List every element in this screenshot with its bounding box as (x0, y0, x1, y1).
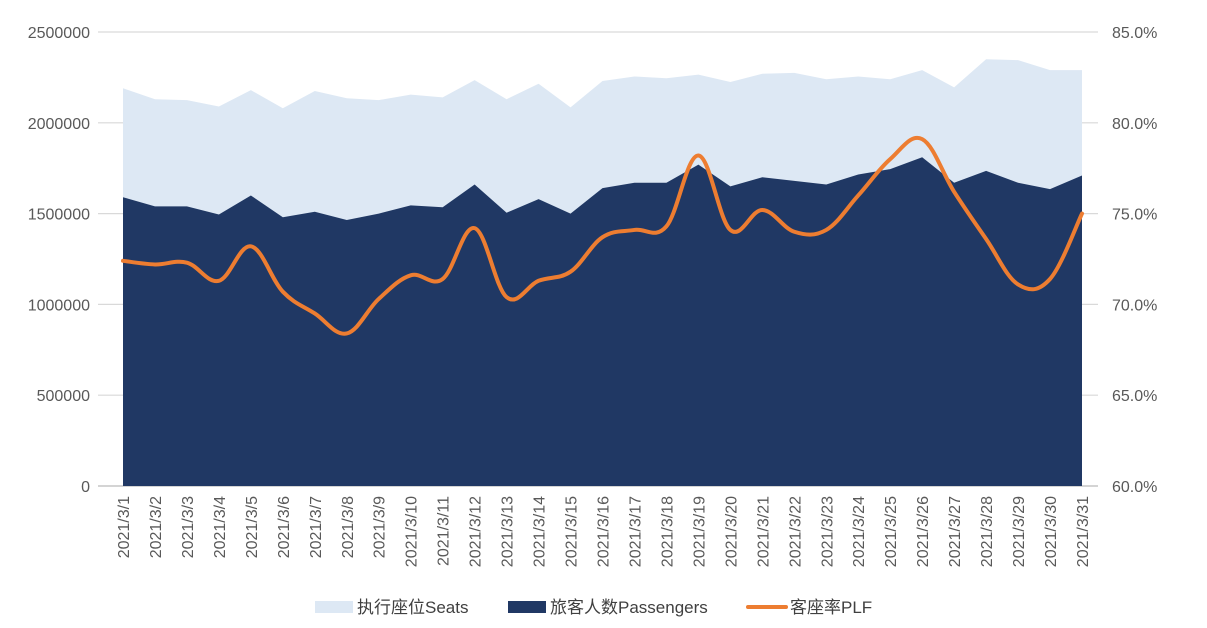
x-axis-tick-label: 2021/3/12 (468, 496, 485, 567)
x-axis-tick-label: 2021/3/5 (244, 496, 261, 558)
legend-swatch (508, 601, 546, 613)
x-axis-tick-label: 2021/3/15 (564, 496, 581, 567)
x-axis-tick-label: 2021/3/14 (532, 496, 549, 567)
left-axis-tick-label: 500000 (37, 388, 90, 405)
line-series-group (121, 135, 1084, 336)
left-axis-tick-label: 0 (81, 479, 90, 496)
x-axis-tick-label: 2021/3/4 (212, 496, 229, 558)
line-series (121, 135, 1084, 336)
x-axis-tick-label: 2021/3/28 (979, 496, 996, 567)
x-axis-tick-label: 2021/3/17 (627, 496, 644, 567)
legend-label: 旅客人数Passengers (550, 598, 708, 617)
legend-swatch (315, 601, 353, 613)
right-axis-tick-label: 80.0% (1112, 116, 1157, 133)
x-axis-tick-label: 2021/3/10 (404, 496, 421, 567)
right-axis-tick-label: 70.0% (1112, 297, 1157, 314)
x-axis-tick-label: 2021/3/23 (819, 496, 836, 567)
right-axis-tick-label: 60.0% (1112, 479, 1157, 496)
left-axis-tick-label: 1500000 (28, 207, 90, 224)
left-axis-tick-label: 2500000 (28, 25, 90, 42)
x-axis-tick-label: 2021/3/22 (787, 496, 804, 567)
left-axis-tick-label: 2000000 (28, 116, 90, 133)
x-axis-tick-label: 2021/3/25 (883, 496, 900, 567)
x-axis-tick-label: 2021/3/13 (500, 496, 517, 567)
x-axis-tick-label: 2021/3/21 (755, 496, 772, 567)
x-axis-tick-label: 2021/3/16 (596, 496, 613, 567)
x-axis-tick-label: 2021/3/8 (340, 496, 357, 558)
x-axis-tick-label: 2021/3/1 (116, 496, 133, 558)
x-axis-tick-label: 2021/3/30 (1043, 496, 1060, 567)
x-axis-tick-label: 2021/3/27 (947, 496, 964, 567)
x-axis-tick-label: 2021/3/26 (915, 496, 932, 567)
x-axis-tick-label: 2021/3/9 (372, 496, 389, 558)
x-axis-tick-label: 2021/3/18 (659, 496, 676, 567)
x-axis-tick-label: 2021/3/20 (723, 496, 740, 567)
x-axis-tick-label: 2021/3/24 (851, 496, 868, 567)
x-axis-tick-label: 2021/3/6 (276, 496, 293, 558)
area-series-group (123, 59, 1082, 487)
x-axis-tick-label: 2021/3/2 (148, 496, 165, 558)
left-axis-tick-label: 1000000 (28, 297, 90, 314)
right-axis-tick-label: 75.0% (1112, 207, 1157, 224)
x-axis-tick-label: 2021/3/11 (436, 496, 453, 566)
legend-label: 客座率PLF (790, 598, 872, 617)
x-axis-tick-label: 2021/3/29 (1011, 496, 1028, 567)
right-axis-tick-label: 85.0% (1112, 25, 1157, 42)
x-axis-tick-label: 2021/3/19 (691, 496, 708, 567)
right-axis-tick-label: 65.0% (1112, 388, 1157, 405)
x-axis-tick-label: 2021/3/7 (308, 496, 325, 558)
x-axis-tick-label: 2021/3/31 (1075, 496, 1092, 567)
legend-label: 执行座位Seats (357, 598, 468, 617)
legend: 执行座位Seats 旅客人数Passengers 客座率PLF (315, 598, 872, 617)
area-series (123, 157, 1082, 487)
x-axis-tick-label: 2021/3/3 (180, 496, 197, 558)
axes: 0 500000 1000000 1500000 2000000 2500000 60.0%… (28, 25, 1158, 567)
